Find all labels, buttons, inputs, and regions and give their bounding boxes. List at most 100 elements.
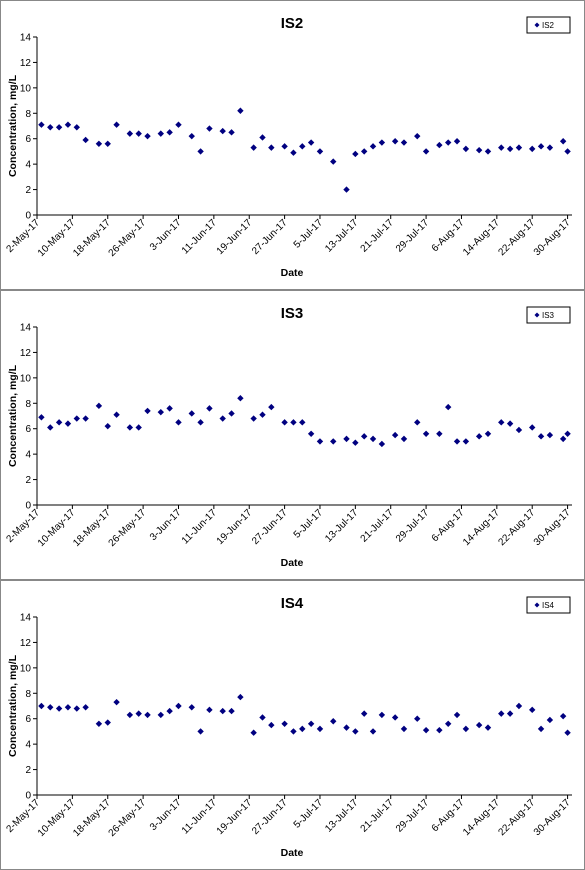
- x-axis-title: Date: [281, 557, 304, 569]
- data-point: [290, 149, 297, 156]
- data-point: [529, 145, 536, 153]
- data-point: [352, 728, 359, 735]
- y-tick-label: 6: [25, 134, 31, 145]
- data-point: [113, 121, 120, 128]
- legend-marker: [534, 22, 540, 28]
- data-point: [157, 711, 165, 719]
- y-tick-label: 10: [20, 663, 32, 674]
- data-point: [166, 405, 173, 412]
- data-point: [206, 125, 213, 132]
- data-point: [360, 433, 368, 440]
- data-point: [299, 143, 306, 150]
- data-point: [82, 136, 89, 144]
- data-point: [546, 716, 554, 724]
- y-tick-label: 4: [25, 450, 31, 461]
- data-point: [444, 139, 452, 146]
- data-point: [316, 438, 324, 445]
- data-point: [378, 139, 386, 146]
- data-point: [537, 433, 545, 440]
- y-tick-label: 12: [20, 638, 32, 649]
- chart-panel: IS3024681012142-May-1710-May-1718-May-17…: [0, 290, 585, 580]
- y-tick-label: 4: [25, 740, 31, 751]
- data-point: [144, 132, 151, 140]
- data-point: [546, 144, 554, 151]
- data-point: [444, 403, 452, 411]
- data-point: [104, 140, 111, 147]
- data-point: [219, 415, 226, 422]
- data-point: [113, 411, 120, 418]
- data-point: [529, 706, 536, 714]
- data-point: [175, 702, 182, 710]
- data-point: [268, 403, 275, 411]
- data-point: [250, 415, 257, 422]
- data-point: [559, 138, 567, 145]
- y-tick-label: 10: [20, 373, 32, 384]
- legend: IS3: [526, 306, 571, 324]
- legend-box: [526, 596, 571, 614]
- y-tick-label: 8: [25, 399, 31, 410]
- data-point: [144, 711, 151, 719]
- data-point: [453, 438, 461, 445]
- data-point: [38, 414, 45, 421]
- legend-marker: [534, 602, 540, 608]
- data-point: [237, 395, 244, 402]
- data-point: [352, 439, 359, 446]
- y-tick-label: 12: [20, 58, 32, 69]
- x-axis-title: Date: [281, 267, 304, 279]
- data-point: [391, 138, 399, 145]
- data-point: [104, 422, 111, 430]
- data-point: [228, 129, 235, 136]
- y-tick-label: 0: [25, 501, 31, 512]
- data-point: [462, 145, 470, 153]
- data-point: [64, 121, 72, 128]
- data-point: [206, 405, 213, 412]
- data-point: [259, 134, 266, 141]
- data-point: [330, 158, 337, 165]
- data-point: [422, 430, 430, 437]
- data-point: [515, 426, 523, 434]
- y-axis-title: Concentration, mg/L: [7, 654, 19, 757]
- legend-marker: [534, 312, 540, 318]
- data-point: [126, 130, 134, 137]
- legend-label: IS2: [542, 21, 555, 30]
- data-point: [307, 430, 315, 437]
- legend-box: [526, 16, 571, 34]
- data-point: [82, 415, 89, 422]
- y-tick-label: 4: [25, 160, 31, 171]
- data-point: [400, 139, 408, 146]
- data-point: [484, 430, 492, 437]
- y-axis-title: Concentration, mg/L: [7, 364, 19, 467]
- data-point: [197, 148, 204, 155]
- data-point: [391, 431, 399, 439]
- legend-label: IS3: [542, 311, 555, 320]
- data-point: [352, 150, 359, 158]
- y-tick-label: 6: [25, 424, 31, 435]
- data-point: [529, 424, 536, 431]
- data-point: [307, 139, 315, 146]
- data-point: [436, 141, 443, 149]
- data-point: [73, 124, 80, 131]
- y-tick-label: 6: [25, 714, 31, 725]
- y-tick-label: 0: [25, 211, 31, 222]
- data-point: [144, 407, 151, 415]
- data-point: [564, 430, 571, 437]
- chart-title: IS4: [281, 595, 304, 612]
- data-point: [414, 132, 421, 140]
- data-point: [360, 148, 368, 155]
- data-point: [369, 143, 377, 150]
- chart-panel: IS4024681012142-May-1710-May-1718-May-17…: [0, 580, 585, 870]
- y-tick-label: 10: [20, 83, 32, 94]
- data-point: [135, 424, 142, 431]
- data-point: [484, 148, 492, 155]
- legend-label: IS4: [542, 601, 555, 610]
- data-point: [378, 440, 386, 448]
- y-tick-label: 0: [25, 791, 31, 802]
- data-point: [38, 121, 45, 128]
- data-point: [135, 130, 142, 137]
- y-tick-label: 2: [25, 185, 31, 196]
- y-tick-label: 2: [25, 765, 31, 776]
- data-point: [95, 402, 103, 410]
- data-point: [515, 144, 523, 151]
- data-point: [73, 415, 80, 422]
